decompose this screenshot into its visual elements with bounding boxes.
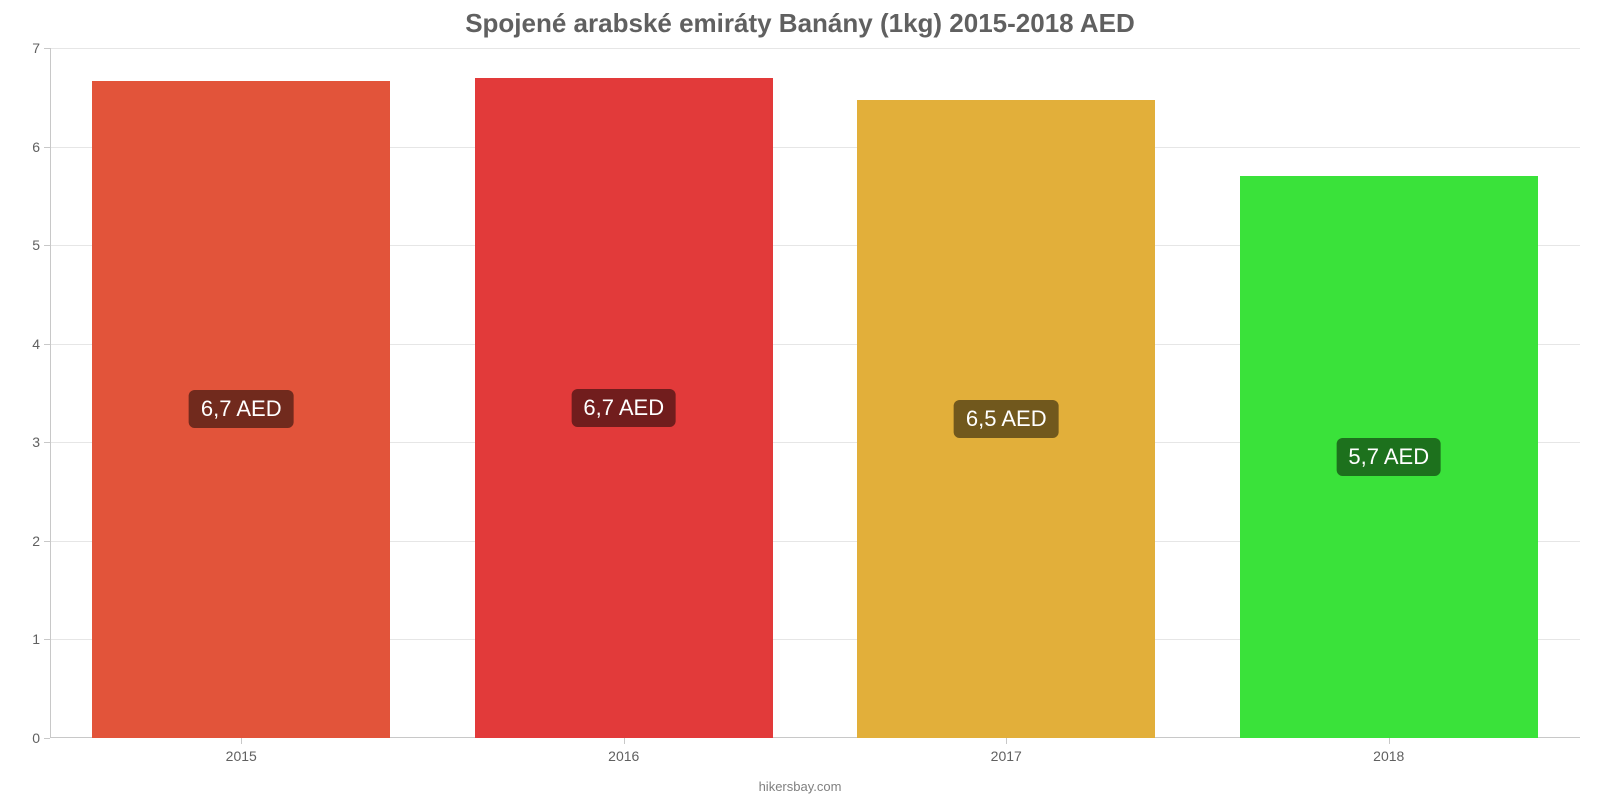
x-tick-label: 2016 bbox=[608, 738, 639, 764]
bar-value-label: 6,7 AED bbox=[189, 390, 294, 428]
y-tick-label: 3 bbox=[32, 434, 50, 450]
y-tick-label: 2 bbox=[32, 533, 50, 549]
chart-container: Spojené arabské emiráty Banány (1kg) 201… bbox=[0, 0, 1600, 800]
bar-value-label: 6,5 AED bbox=[954, 400, 1059, 438]
y-tick-label: 0 bbox=[32, 730, 50, 746]
y-tick-label: 5 bbox=[32, 237, 50, 253]
bar: 6,5 AED bbox=[857, 100, 1155, 738]
x-tick-label: 2017 bbox=[991, 738, 1022, 764]
chart-footer: hikersbay.com bbox=[0, 779, 1600, 794]
bar-value-label: 6,7 AED bbox=[571, 389, 676, 427]
y-tick-label: 7 bbox=[32, 40, 50, 56]
x-tick-label: 2018 bbox=[1373, 738, 1404, 764]
bar: 6,7 AED bbox=[475, 78, 773, 738]
bar-value-label: 5,7 AED bbox=[1336, 438, 1441, 476]
y-tick-label: 1 bbox=[32, 631, 50, 647]
y-tick-label: 6 bbox=[32, 139, 50, 155]
chart-title: Spojené arabské emiráty Banány (1kg) 201… bbox=[0, 0, 1600, 39]
bar: 6,7 AED bbox=[92, 81, 390, 738]
y-tick-label: 4 bbox=[32, 336, 50, 352]
x-tick-label: 2015 bbox=[226, 738, 257, 764]
bar: 5,7 AED bbox=[1240, 176, 1538, 738]
bars-group: 6,7 AED 6,7 AED 6,5 AED 5,7 AED bbox=[50, 48, 1580, 738]
plot-area: 012345672015201620172018 6,7 AED6,7 AED6… bbox=[50, 48, 1580, 738]
